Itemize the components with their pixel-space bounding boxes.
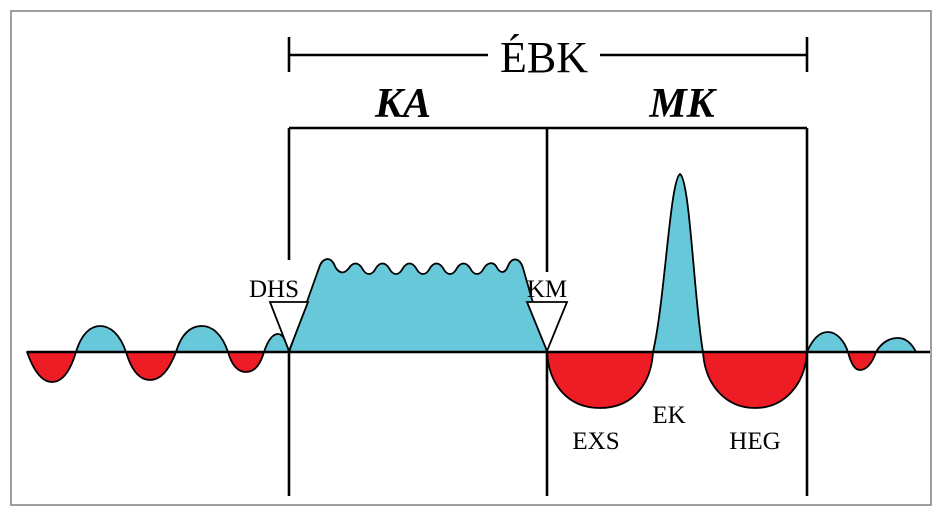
left-positive-wave-2 — [175, 325, 229, 353]
ebk-label: ÉBK — [500, 33, 588, 82]
right-positive-wave-1 — [806, 331, 849, 353]
km-marker — [525, 301, 569, 354]
left-positive-wave-1 — [75, 325, 127, 353]
left-negative-wave-2 — [125, 351, 177, 381]
heg-label: HEG — [729, 428, 780, 455]
exs-label: EXS — [572, 428, 619, 455]
ek-peak — [652, 173, 704, 353]
dhs-marker — [268, 301, 310, 354]
right-negative-wave-1 — [847, 351, 877, 371]
section-bracket — [287, 126, 809, 352]
right-positive-wave-2 — [875, 337, 917, 353]
ebk-bracket — [287, 37, 809, 72]
figure-frame — [10, 10, 932, 506]
km-label: KM — [527, 276, 567, 303]
ka-label: KA — [374, 81, 431, 127]
dhs-label: DHS — [249, 276, 299, 303]
ka-plateau — [288, 258, 548, 353]
mk-label: MK — [648, 81, 717, 127]
exs-wave — [546, 351, 654, 409]
left-negative-wave-3 — [227, 351, 265, 373]
heg-wave — [702, 351, 808, 409]
left-negative-wave-1 — [26, 351, 77, 383]
ek-label: EK — [652, 402, 685, 429]
